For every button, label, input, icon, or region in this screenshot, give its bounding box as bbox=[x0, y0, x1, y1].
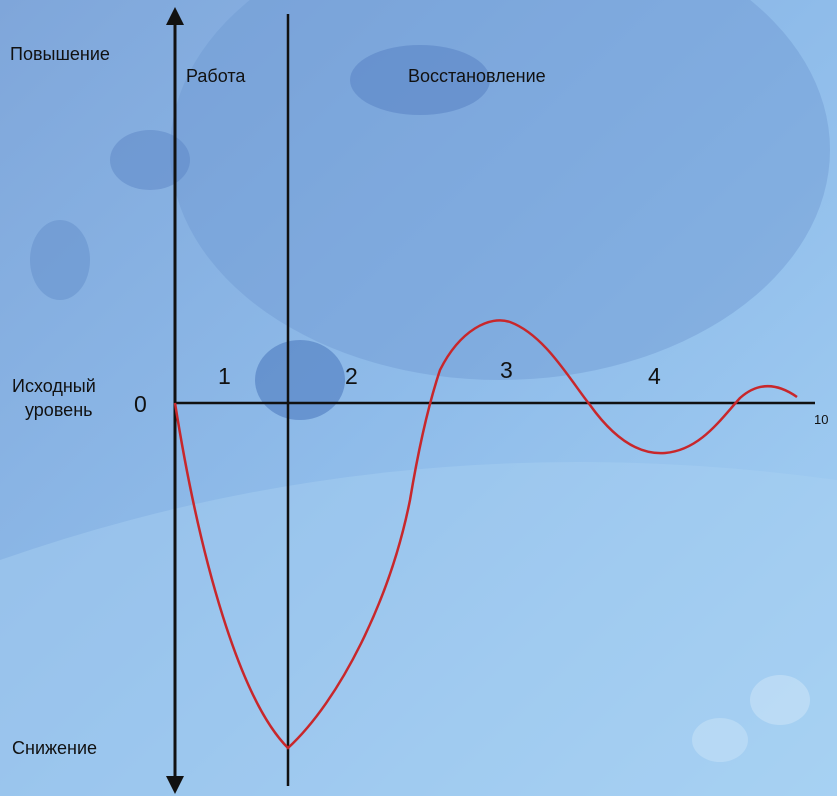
decrease-label: Снижение bbox=[12, 738, 97, 758]
axis-end-label: 10 bbox=[814, 412, 828, 427]
diagram: Повышение Работа Восстановление Исходный… bbox=[0, 0, 837, 796]
work-label: Работа bbox=[186, 66, 246, 86]
increase-label: Повышение bbox=[10, 44, 110, 64]
phase-number: 4 bbox=[648, 363, 661, 389]
phase-number: 1 bbox=[218, 363, 231, 389]
phase-number: 3 bbox=[500, 357, 513, 383]
zero-label: 0 bbox=[134, 391, 147, 417]
background bbox=[0, 0, 837, 796]
baseline-label: Исходный bbox=[12, 376, 96, 396]
phase-number: 2 bbox=[345, 363, 358, 389]
baseline-label: уровень bbox=[25, 400, 93, 420]
recovery-label: Восстановление bbox=[408, 66, 546, 86]
